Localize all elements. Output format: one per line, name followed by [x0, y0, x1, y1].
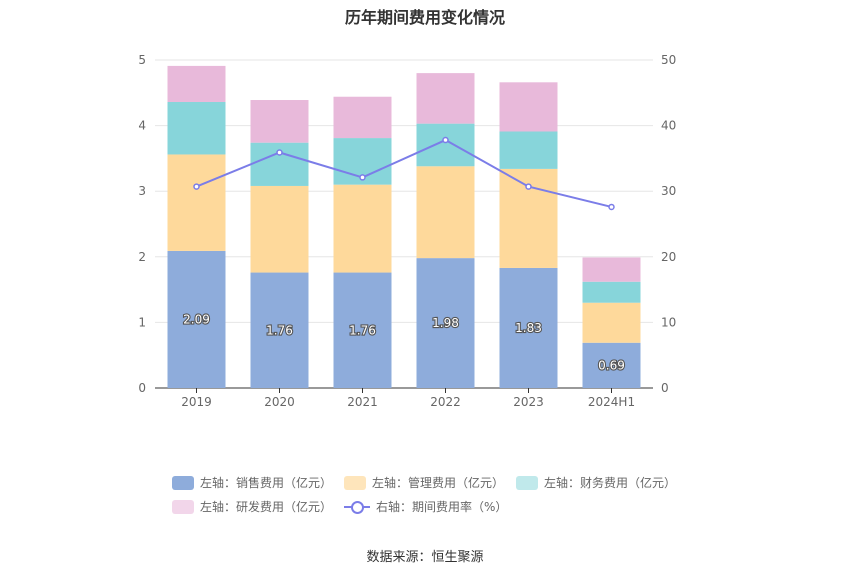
chart-title: 历年期间费用变化情况: [344, 8, 505, 27]
bar-segment-series-2: [416, 123, 475, 167]
expense-rate-point: [193, 183, 200, 190]
legend-swatch-sales: [172, 475, 194, 490]
bar-segment-series-1: [333, 184, 392, 273]
right-axis-tick-label: 50: [661, 53, 676, 67]
left-axis-tick-label: 2: [138, 250, 146, 264]
bar-segment-series-2: [250, 142, 309, 186]
legend-item-rnd[interactable]: 左轴：研发费用（亿元）: [172, 498, 332, 515]
legend-label-sales: 左轴：销售费用（亿元）: [200, 476, 333, 490]
bar-data-label: 1.98: [432, 316, 459, 330]
expense-rate-point: [359, 174, 366, 181]
bar-segment-series-3: [499, 82, 558, 132]
bar-segment-series-0: [499, 267, 558, 388]
legend-label-expense-rate: 右轴：期间费用率（%）: [376, 500, 508, 514]
legend-label-rnd: 左轴：研发费用（亿元）: [200, 500, 333, 514]
bar-segment-series-0: [167, 250, 226, 388]
bar-data-label: 1.83: [515, 321, 542, 335]
bar-data-label: 1.76: [266, 323, 293, 337]
legend-label-finance: 左轴：财务费用（亿元）: [544, 476, 677, 490]
bar-segment-series-1: [250, 185, 309, 273]
right-axis-tick-label: 20: [661, 250, 676, 264]
right-axis-tick-label: 10: [661, 315, 676, 329]
legend-item-sales[interactable]: 左轴：销售费用（亿元）: [172, 474, 332, 491]
bar-segment-series-1: [167, 154, 226, 251]
left-axis-tick-label: 0: [138, 381, 146, 395]
legend-label-admin: 左轴：管理费用（亿元）: [372, 476, 505, 490]
x-axis-tick-label: 2023: [513, 395, 544, 409]
expense-rate-point: [525, 183, 532, 190]
legend-swatch-admin: [344, 475, 366, 490]
bar-segment-series-3: [416, 73, 475, 124]
bar-segment-series-0: [333, 272, 392, 388]
left-axis-tick-label: 4: [138, 119, 146, 133]
expense-rate-point: [276, 149, 283, 156]
expense-rate-line: [196, 138, 612, 208]
bar-segment-series-1: [582, 302, 641, 343]
left-axis-tick-label: 5: [138, 53, 146, 67]
bar-segment-series-2: [167, 101, 226, 155]
expense-rate-point: [608, 203, 615, 211]
left-axis-tick-label: 1: [138, 315, 146, 329]
legend-swatch-finance: [516, 475, 538, 490]
right-axis-tick-label: 0: [661, 381, 669, 395]
x-axis-tick-label: 2021: [347, 395, 378, 409]
right-axis-tick-label: 30: [661, 184, 676, 198]
bar-segment-series-2: [582, 281, 641, 303]
bar-segment-series-3: [582, 257, 641, 282]
x-axis-tick-label: 2024H1: [588, 395, 635, 409]
bar-segment-series-2: [499, 131, 558, 169]
bar-segment-series-3: [333, 96, 392, 139]
legend-item-admin[interactable]: 左轴：管理费用（亿元）: [344, 474, 504, 491]
bar-data-label: 2.09: [183, 312, 210, 326]
x-axis-tick-label: 2020: [264, 395, 295, 409]
bar-data-label: 0.69: [598, 358, 625, 372]
bar-segment-series-3: [250, 100, 309, 143]
bar-segment-series-3: [167, 65, 226, 102]
expense-rate-point: [442, 136, 449, 144]
legend-item-expense-rate[interactable]: 右轴：期间费用率（%）: [344, 498, 507, 515]
bar-segment-series-1: [416, 166, 475, 259]
x-axis-tick-label: 2022: [430, 395, 461, 409]
legend-line-marker-icon: [344, 500, 370, 514]
legend-swatch-rnd: [172, 499, 194, 514]
bar-segment-series-0: [416, 258, 475, 388]
x-axis-tick-label: 2019: [181, 395, 212, 409]
right-axis-tick-label: 40: [661, 119, 676, 133]
legend-item-finance[interactable]: 左轴：财务费用（亿元）: [516, 474, 676, 491]
bar-segment-series-0: [250, 272, 309, 388]
bar-data-label: 1.76: [349, 323, 376, 337]
source-note: 数据来源：恒生聚源: [366, 550, 484, 565]
bar-segment-series-0: [582, 342, 641, 388]
left-axis-tick-label: 3: [138, 184, 146, 198]
